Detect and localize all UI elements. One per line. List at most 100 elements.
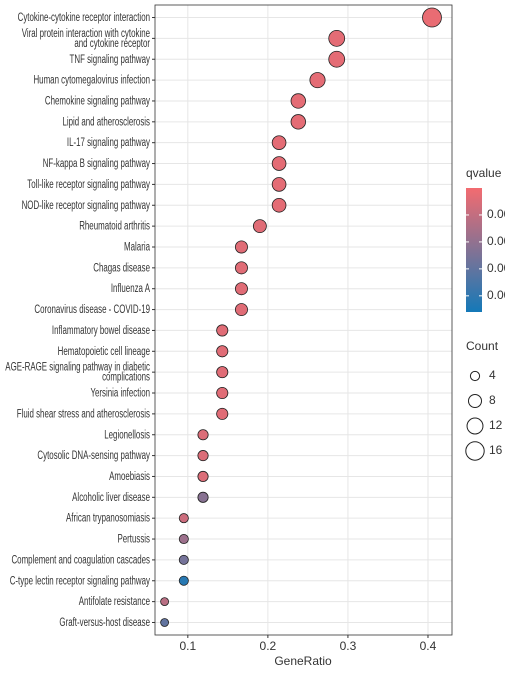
y-tick-label: Antifolate resistance: [79, 595, 151, 608]
colorbar: [466, 188, 482, 312]
y-label-group: Inflammatory bowel disease: [52, 324, 150, 337]
y-tick-label: Legionellosis: [104, 428, 150, 441]
y-label-group: Antifolate resistance: [79, 595, 151, 608]
y-label-group: Toll-like receptor signaling pathway: [27, 178, 150, 191]
y-label-group: C-type lectin receptor signaling pathway: [10, 574, 151, 587]
bubble: [422, 7, 442, 28]
y-label-group: Human cytomegalovirus infection: [33, 74, 150, 87]
bubble: [216, 324, 229, 337]
y-label-group: Lipid and atherosclerosis: [62, 116, 150, 129]
y-tick-label: C-type lectin receptor signaling pathway: [10, 574, 151, 587]
bubble: [271, 177, 287, 192]
y-label-group: Malaria: [124, 241, 150, 254]
y-tick-label: Graft-versus-host disease: [59, 616, 150, 629]
bubble: [290, 114, 306, 130]
size-label: 8: [489, 393, 496, 407]
y-tick-label: Malaria: [124, 241, 150, 254]
bubble: [271, 197, 287, 213]
y-label-group: Chagas disease: [93, 262, 150, 275]
bubble: [252, 219, 267, 234]
y-label-group: Influenza A: [111, 282, 150, 295]
y-tick-label: IL-17 signaling pathway: [67, 136, 151, 149]
y-label-group: IL-17 signaling pathway: [67, 136, 151, 149]
size-label: 12: [489, 418, 503, 432]
bubble: [178, 513, 189, 524]
bubble: [178, 575, 189, 586]
y-tick-label: Hematopoietic cell lineage: [58, 345, 151, 358]
y-tick-label: Cytosolic DNA-sensing pathway: [37, 449, 150, 462]
colorbar-label: 0.002: [487, 234, 505, 248]
y-label-group: Cytokine-cytokine receptor interaction: [18, 11, 150, 24]
x-tick-label: 0.3: [340, 639, 357, 653]
x-tick-label: 0.4: [420, 639, 437, 653]
bubble: [216, 386, 229, 400]
y-tick-label: Viral protein interaction with cytokine a…: [22, 27, 151, 50]
y-tick-label: Yersinia infection: [90, 387, 150, 400]
bubble: [271, 135, 287, 150]
y-tick-label: Amoebiasis: [109, 470, 150, 483]
y-tick-label: Toll-like receptor signaling pathway: [27, 178, 150, 191]
size-legend-title: Count: [466, 339, 499, 353]
bubble: [178, 534, 189, 545]
panel: [154, 4, 453, 636]
y-label-group: Alcoholic liver disease: [72, 491, 150, 504]
bubble: [234, 240, 248, 254]
y-label-group: Viral protein interaction with cytokine a…: [22, 27, 151, 50]
y-tick-label: Fluid shear stress and atherosclerosis: [17, 408, 150, 421]
bubble: [197, 491, 209, 503]
bubble: [234, 303, 248, 317]
bubble: [160, 597, 169, 607]
bubble: [309, 72, 326, 89]
colorbar-label: 0.003: [487, 261, 505, 275]
y-label-group: NF-kappa B signaling pathway: [43, 157, 151, 170]
y-label-group: Cytosolic DNA-sensing pathway: [37, 449, 150, 462]
y-tick-label: Complement and coagulation cascades: [11, 554, 150, 567]
y-label-group: NOD-like receptor signaling pathway: [22, 199, 151, 212]
bubble: [160, 618, 169, 627]
bubble: [290, 93, 306, 109]
colorbar-label: 0.001: [487, 207, 505, 221]
bubble: [216, 345, 229, 358]
y-label-group: Hematopoietic cell lineage: [58, 345, 151, 358]
y-tick-label: Cytokine-cytokine receptor interaction: [18, 11, 150, 24]
y-tick-label: Lipid and atherosclerosis: [62, 116, 150, 129]
y-tick-label: Alcoholic liver disease: [72, 491, 150, 504]
bubble: [271, 156, 287, 171]
size-label: 4: [489, 368, 496, 382]
y-label-group: Amoebiasis: [109, 470, 150, 483]
bubble: [197, 429, 209, 441]
y-label-group: Legionellosis: [104, 428, 150, 441]
y-tick-label: Influenza A: [111, 282, 150, 295]
y-tick-label: African trypanosomiasis: [66, 512, 150, 525]
y-tick-label: Inflammatory bowel disease: [52, 324, 150, 337]
y-tick-label: Chagas disease: [93, 262, 150, 275]
y-label-group: Graft-versus-host disease: [59, 616, 150, 629]
y-label-group: Chemokine signaling pathway: [45, 95, 151, 108]
bubble: [216, 407, 229, 420]
size-label: 16: [489, 443, 503, 457]
y-tick-label: NOD-like receptor signaling pathway: [22, 199, 151, 212]
size-key: [466, 417, 484, 435]
bubble: [328, 30, 346, 47]
y-tick-label: AGE-RAGE signaling pathway in diabetic co…: [5, 361, 150, 384]
x-tick-label: 0.2: [260, 639, 277, 653]
y-label-group: Pertussis: [117, 533, 150, 546]
color-legend-title: qvalue: [466, 166, 502, 180]
y-tick-label: TNF signaling pathway: [70, 53, 151, 66]
y-label-group: African trypanosomiasis: [66, 512, 150, 525]
colorbar-label: 0.004: [487, 288, 505, 302]
size-key: [467, 393, 483, 409]
y-label-group: Coronavirus disease - COVID-19: [34, 303, 150, 316]
y-label-group: Rheumatoid arthritis: [79, 220, 150, 233]
y-label-group: Complement and coagulation cascades: [11, 554, 150, 567]
y-label-group: Fluid shear stress and atherosclerosis: [17, 408, 150, 421]
bubble: [328, 50, 346, 68]
bubble: [197, 470, 209, 482]
y-tick-label: Human cytomegalovirus infection: [33, 74, 150, 87]
bubble: [234, 261, 248, 275]
x-tick-label: 0.1: [179, 639, 196, 653]
y-tick-label: Chemokine signaling pathway: [45, 95, 151, 108]
y-tick-label: NF-kappa B signaling pathway: [43, 157, 151, 170]
bubble: [234, 282, 248, 296]
